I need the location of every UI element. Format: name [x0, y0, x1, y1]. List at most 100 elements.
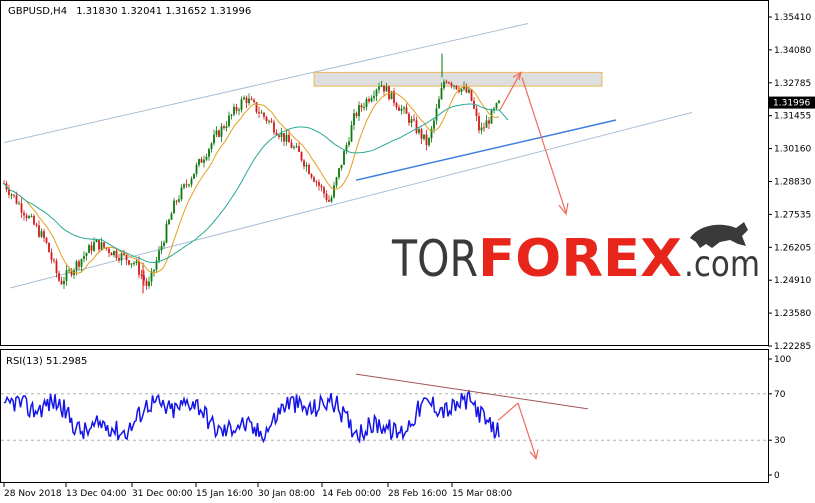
time-tick-label: 15 Mar 08:00: [452, 489, 512, 499]
candle-body: [55, 260, 58, 274]
candle-body: [250, 98, 253, 100]
candle-body: [38, 225, 40, 237]
candle-body: [385, 86, 388, 92]
ma-fast-line: [3, 85, 500, 274]
current-price-label: 1.31996: [773, 99, 810, 109]
candle-body: [285, 134, 288, 142]
candle-body: [418, 129, 420, 133]
candle-body: [415, 120, 418, 133]
candle-body: [20, 203, 23, 213]
price-tick-label: 1.26205: [774, 243, 811, 253]
rsi-tick-label: 30: [774, 436, 786, 446]
candle-body: [70, 269, 73, 276]
candle-body: [235, 106, 238, 111]
candle-body: [80, 258, 83, 267]
candle-body: [128, 260, 130, 265]
time-tick-label: 30 Jan 08:00: [258, 489, 315, 499]
candle-body: [308, 165, 310, 175]
candle-body: [168, 219, 170, 225]
current-price-box: [769, 96, 815, 109]
candle-body: [88, 245, 90, 253]
candle-body: [405, 107, 408, 114]
candle-body: [413, 119, 415, 121]
candle-body: [275, 132, 278, 136]
candle-body: [8, 189, 10, 195]
candle-body: [60, 280, 63, 285]
candle-body: [355, 113, 358, 117]
candle-body: [75, 261, 78, 271]
candle-body: [133, 263, 135, 265]
candle-body: [443, 81, 445, 89]
candle-body: [175, 200, 178, 202]
candle-body: [280, 133, 283, 137]
candle-body: [278, 135, 280, 137]
candle-body: [313, 177, 315, 182]
candle-body: [440, 88, 443, 100]
price-tick-label: 1.30160: [774, 145, 811, 155]
candle-body: [345, 144, 348, 152]
candle-body: [65, 270, 68, 281]
candle-body: [423, 134, 425, 139]
candle-body: [260, 112, 263, 114]
time-tick-label: 31 Dec 00:00: [132, 489, 193, 499]
ohlc-values: 1.31830 1.32041 1.31652 1.31996: [76, 6, 251, 17]
watermark-prefix: TOR: [391, 230, 478, 288]
candle-body: [190, 178, 193, 185]
candle-body: [23, 212, 25, 216]
candle-body: [398, 107, 400, 111]
candle-body: [350, 125, 353, 142]
candle-body: [110, 252, 113, 256]
candle-body: [220, 126, 223, 137]
candle-body: [358, 105, 360, 117]
candle-body: [185, 184, 188, 186]
candle-body: [343, 151, 345, 165]
candle-body: [438, 99, 440, 109]
candle-body: [360, 105, 363, 108]
forecast-arrow-up: [499, 73, 521, 111]
candle-body: [273, 122, 275, 133]
candle-body: [338, 168, 340, 178]
candle-body: [243, 97, 245, 100]
candle-body: [498, 100, 500, 104]
candle-body: [298, 146, 300, 152]
candle-body: [368, 99, 370, 102]
candle-body: [165, 224, 168, 243]
watermark-brand: FOREX: [478, 229, 682, 289]
candle-body: [118, 258, 120, 261]
candle-body: [370, 98, 373, 102]
candle-body: [85, 252, 88, 256]
candle-body: [213, 134, 215, 144]
candle-body: [225, 126, 228, 129]
candle-body: [325, 193, 328, 200]
candle-body: [470, 89, 473, 101]
candle-body: [203, 159, 205, 163]
candle-body: [135, 261, 138, 264]
candle-body: [433, 120, 435, 129]
candle-body: [330, 197, 333, 202]
candle-body: [488, 120, 490, 124]
candle-body: [378, 86, 380, 90]
candle-body: [90, 245, 93, 251]
candle-body: [375, 89, 378, 96]
channel-upper-line: [3, 23, 529, 144]
candle-body: [365, 99, 368, 108]
candle-body: [300, 151, 303, 161]
candle-body: [363, 107, 365, 109]
rsi-layer: [1, 373, 768, 461]
forecast-arrowhead-down: [558, 202, 569, 216]
candle-body: [68, 269, 70, 271]
candle-body: [148, 281, 150, 287]
candle-body: [270, 120, 273, 123]
candle-body: [63, 280, 65, 285]
price-tick-label: 1.27535: [774, 210, 811, 220]
symbol-header: GBPUSD,H4 1.31830 1.32041 1.31652 1.3199…: [8, 6, 251, 17]
candle-body: [240, 99, 243, 110]
price-tick-label: 1.23580: [774, 309, 811, 319]
candle-body: [195, 164, 198, 174]
candle-body: [163, 242, 165, 246]
candle-body: [395, 103, 398, 108]
candle-body: [263, 112, 265, 117]
forecast-arrow-down: [521, 77, 567, 213]
rsi-tick-label: 0: [774, 471, 780, 481]
candle-body: [468, 89, 470, 93]
